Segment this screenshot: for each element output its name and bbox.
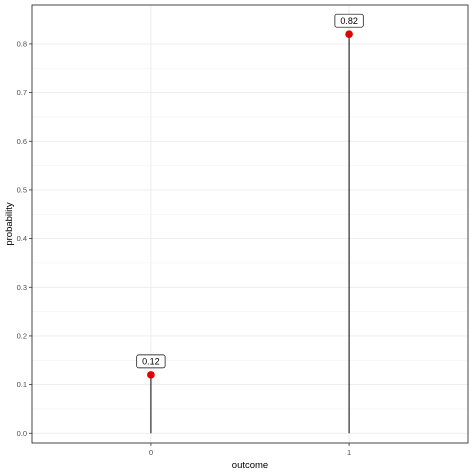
x-tick-label: 0 <box>149 448 153 457</box>
y-tick-label: 0.3 <box>17 283 27 292</box>
data-label-text: 0.82 <box>340 16 358 26</box>
data-label-text: 0.12 <box>142 357 160 367</box>
data-label: 0.82 <box>334 13 364 28</box>
x-tick-label: 1 <box>347 448 351 457</box>
y-tick-label: 0.0 <box>17 429 27 438</box>
y-tick-label: 0.8 <box>17 40 27 49</box>
panel-border <box>31 4 469 444</box>
stem-lines <box>150 34 350 434</box>
data-point <box>345 30 353 38</box>
data-label: 0.12 <box>136 354 166 369</box>
data-points <box>147 30 353 379</box>
x-axis-title: outcome <box>232 460 268 471</box>
data-label-box <box>334 13 364 28</box>
y-tick-label: 0.1 <box>17 380 27 389</box>
y-tick-label: 0.5 <box>17 186 27 195</box>
data-point <box>147 371 155 379</box>
y-tick-label: 0.2 <box>17 332 27 341</box>
grid-lines <box>32 5 468 443</box>
axes: 0.0 0.1 0.2 0.3 0.4 0.5 0.6 0.7 0.8 0 1 <box>17 40 352 457</box>
y-tick-label: 0.4 <box>17 234 27 243</box>
data-labels: 0.12 0.82 <box>136 13 364 369</box>
y-tick-label: 0.6 <box>17 137 27 146</box>
y-axis-title: probability <box>4 202 15 246</box>
y-tick-label: 0.7 <box>17 88 27 97</box>
data-label-box <box>136 354 166 369</box>
